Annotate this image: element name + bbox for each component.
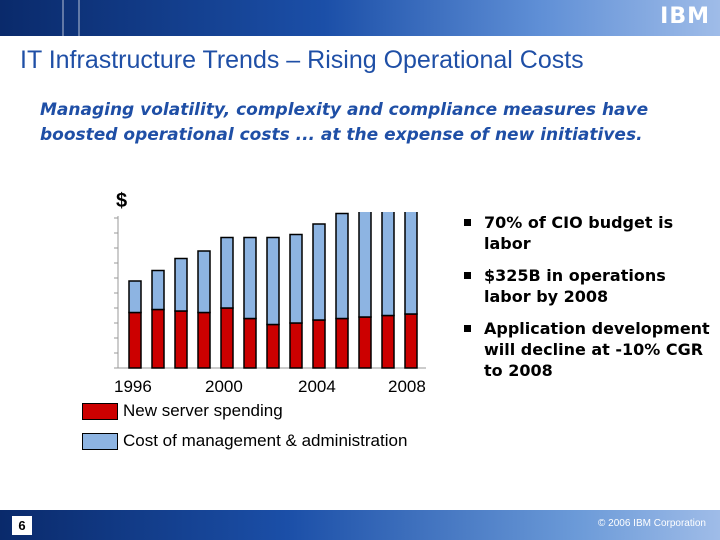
y-axis-label: $ xyxy=(116,190,128,212)
bar-management-2002 xyxy=(266,236,280,326)
bar-new-server-2000 xyxy=(220,307,234,369)
bullet-item: 70% of CIO budget is labor xyxy=(462,212,714,254)
bar-management-2003 xyxy=(289,233,303,324)
footer-banner: 6 © 2006 IBM Corporation xyxy=(0,510,720,540)
bullet-square-icon xyxy=(464,325,471,332)
legend-swatch-blue xyxy=(82,432,118,450)
bar-management-2001 xyxy=(243,236,257,320)
bar-new-server-2007 xyxy=(381,314,395,369)
stacked-bar-chart xyxy=(114,212,426,369)
header-banner: IBM xyxy=(0,0,720,36)
bar-new-server-2005 xyxy=(335,317,349,369)
bar-new-server-1998 xyxy=(174,310,188,369)
bar-management-2005 xyxy=(335,212,349,320)
bar-management-2007 xyxy=(381,212,395,317)
bar-management-1996 xyxy=(128,280,142,314)
bar-management-2000 xyxy=(220,236,234,309)
bar-new-server-2002 xyxy=(266,323,280,369)
copyright-text: © 2006 IBM Corporation xyxy=(598,518,706,529)
x-tick-label-2008: 2008 xyxy=(388,377,426,396)
legend-label: New server spending xyxy=(123,401,283,420)
legend-label: Cost of management & administration xyxy=(123,431,408,450)
bar-new-server-1996 xyxy=(128,311,142,369)
banner-streak xyxy=(62,0,64,36)
x-tick-label-2004: 2004 xyxy=(298,377,336,396)
bar-new-server-2004 xyxy=(312,319,326,369)
bullet-item: Application development will decline at … xyxy=(462,318,714,381)
bar-management-2004 xyxy=(312,223,326,321)
bar-new-server-2001 xyxy=(243,317,257,369)
bar-management-1999 xyxy=(197,250,211,314)
bar-management-1997 xyxy=(151,269,165,311)
bar-new-server-2008 xyxy=(404,313,418,369)
x-tick-label-1996: 1996 xyxy=(114,377,152,396)
bullet-item: $325B in operations labor by 2008 xyxy=(462,265,714,307)
bar-new-server-2006 xyxy=(358,316,372,369)
bullet-square-icon xyxy=(464,219,471,226)
bar-new-server-2003 xyxy=(289,322,303,369)
bar-new-server-1997 xyxy=(151,308,165,369)
bullet-list: 70% of CIO budget is labor $325B in oper… xyxy=(462,212,714,392)
bar-management-1998 xyxy=(174,257,188,312)
legend-item-management: Cost of management & administration xyxy=(82,431,407,451)
page-title: IT Infrastructure Trends – Rising Operat… xyxy=(20,46,584,74)
bar-management-2006 xyxy=(358,212,372,318)
legend-item-new-server: New server spending xyxy=(82,401,283,421)
ibm-logo: IBM xyxy=(660,4,710,29)
bar-new-server-1999 xyxy=(197,311,211,369)
page-subtitle: Managing volatility, complexity and comp… xyxy=(40,100,649,145)
x-tick-label-2000: 2000 xyxy=(205,377,243,396)
bullet-square-icon xyxy=(464,272,471,279)
legend-swatch-red xyxy=(82,402,118,420)
banner-streak xyxy=(78,0,80,36)
bar-management-2008 xyxy=(404,212,418,315)
page-number: 6 xyxy=(12,516,32,535)
